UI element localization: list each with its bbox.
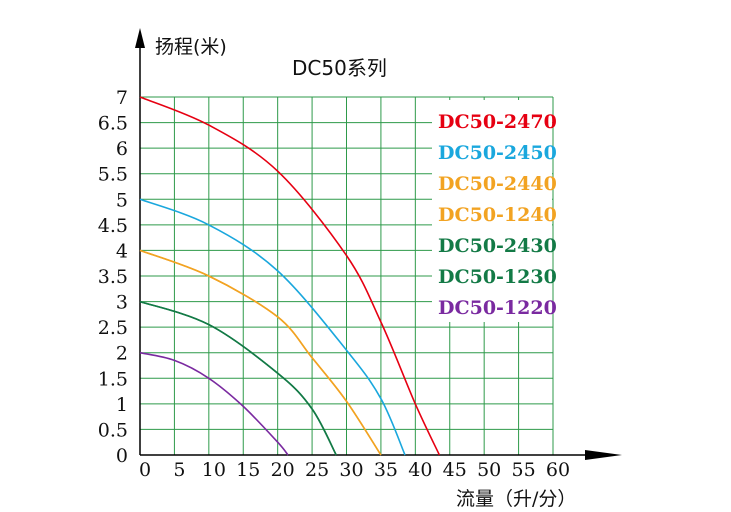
x-tick-label: 0: [139, 459, 151, 481]
y-tick-label: 3.5: [98, 266, 128, 288]
x-tick-label: 20: [271, 459, 295, 481]
y-axis-title: 扬程(米): [155, 36, 227, 58]
y-tick-label: 1: [116, 394, 128, 416]
y-tick-label: 2: [116, 343, 128, 365]
x-tick-label: 25: [305, 459, 329, 481]
series-line-dc50-2450: [139, 198, 406, 456]
y-tick-label: 4.5: [98, 215, 128, 237]
axes: [135, 28, 622, 460]
y-tick-label: 3: [116, 292, 128, 314]
legend-entry-dc50-2430: DC50-2430: [438, 235, 557, 257]
x-tick-label: 40: [408, 459, 432, 481]
chart-title: DC50系列: [292, 56, 387, 80]
x-tick-label: 45: [443, 459, 467, 481]
y-tick-label: 0.5: [98, 419, 128, 441]
legend-entry-dc50-1220: DC50-1220: [438, 297, 557, 319]
series-line-dc50-1220: [139, 351, 289, 456]
y-tick-label: 7: [116, 87, 128, 109]
x-tick-label: 5: [173, 459, 185, 481]
legend-entry-dc50-2450: DC50-2450: [438, 142, 557, 164]
y-tick-label: 5.5: [98, 164, 128, 186]
series-line-dc50-1230: [139, 300, 337, 456]
y-axis-arrow: [135, 28, 145, 48]
x-tick-labels: 0 5 10 15 20 25 30 35 40 45 50 55 60: [139, 459, 570, 481]
x-tick-label: 10: [202, 459, 226, 481]
y-tick-label: 0: [116, 445, 128, 467]
y-tick-labels: 0 0.5 1 1.5 2 2.5 3 3.5 4 4.5 5 5.5 6 6.5 7: [98, 87, 128, 467]
y-tick-label: 4: [116, 240, 128, 262]
legend-entry-dc50-2470: DC50-2470: [438, 111, 557, 133]
legend: DC50-2470 DC50-2450 DC50-2440 DC50-1240 DC50…: [438, 111, 557, 319]
y-tick-label: 6: [116, 138, 128, 160]
series-line-dc50-1240: [139, 249, 382, 456]
series-line-dc50-2470: [139, 96, 441, 456]
x-tick-label: 50: [477, 459, 501, 481]
x-axis-arrow: [585, 450, 622, 460]
y-tick-label: 6.5: [98, 113, 128, 135]
legend-entry-dc50-1240: DC50-1240: [438, 204, 557, 226]
y-tick-label: 1.5: [98, 368, 128, 390]
legend-entry-dc50-1230: DC50-1230: [438, 266, 557, 288]
y-tick-label: 2.5: [98, 317, 128, 339]
x-tick-label: 30: [339, 459, 363, 481]
x-axis-title: 流量（升/分）: [456, 488, 576, 510]
x-tick-label: 55: [511, 459, 535, 481]
x-tick-label: 60: [546, 459, 570, 481]
series-lines: [139, 96, 441, 456]
x-tick-label: 35: [374, 459, 398, 481]
legend-entry-dc50-2440: DC50-2440: [438, 173, 557, 195]
y-tick-label: 5: [116, 189, 128, 211]
legend-box: [432, 100, 552, 322]
x-tick-label: 15: [236, 459, 260, 481]
